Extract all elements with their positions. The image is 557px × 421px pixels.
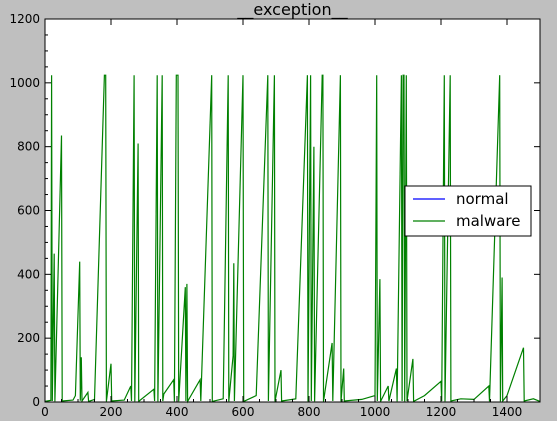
y-tick-label: 200: [17, 331, 40, 345]
legend-label-malware: malware: [456, 212, 521, 230]
x-tick-label: 1200: [426, 405, 457, 419]
y-tick-label: 600: [17, 204, 40, 218]
y-tick-label: 0: [32, 395, 40, 409]
legend-box: [404, 185, 532, 237]
legend: normal malware: [404, 185, 532, 237]
axis-ticks: 0 200 400 600 800 1000 1200 1400 0 200 400 600 800 10…: [9, 12, 540, 419]
chart-title: __exception__: [236, 0, 348, 20]
y-tick-label: 1000: [9, 76, 40, 90]
plot-frame: [44, 18, 541, 403]
y-tick-label: 400: [17, 267, 40, 281]
x-tick-label: 1000: [360, 405, 391, 419]
y-tick-label: 800: [17, 140, 40, 154]
x-tick-label: 0: [41, 405, 49, 419]
y-tick-label: 1200: [9, 12, 40, 26]
x-tick-label: 600: [232, 405, 255, 419]
x-tick-label: 1400: [492, 405, 523, 419]
legend-label-normal: normal: [456, 190, 509, 208]
x-tick-label: 800: [298, 405, 321, 419]
x-tick-label: 400: [166, 405, 189, 419]
series-line-malware: [44, 74, 541, 404]
x-tick-label: 200: [100, 405, 123, 419]
